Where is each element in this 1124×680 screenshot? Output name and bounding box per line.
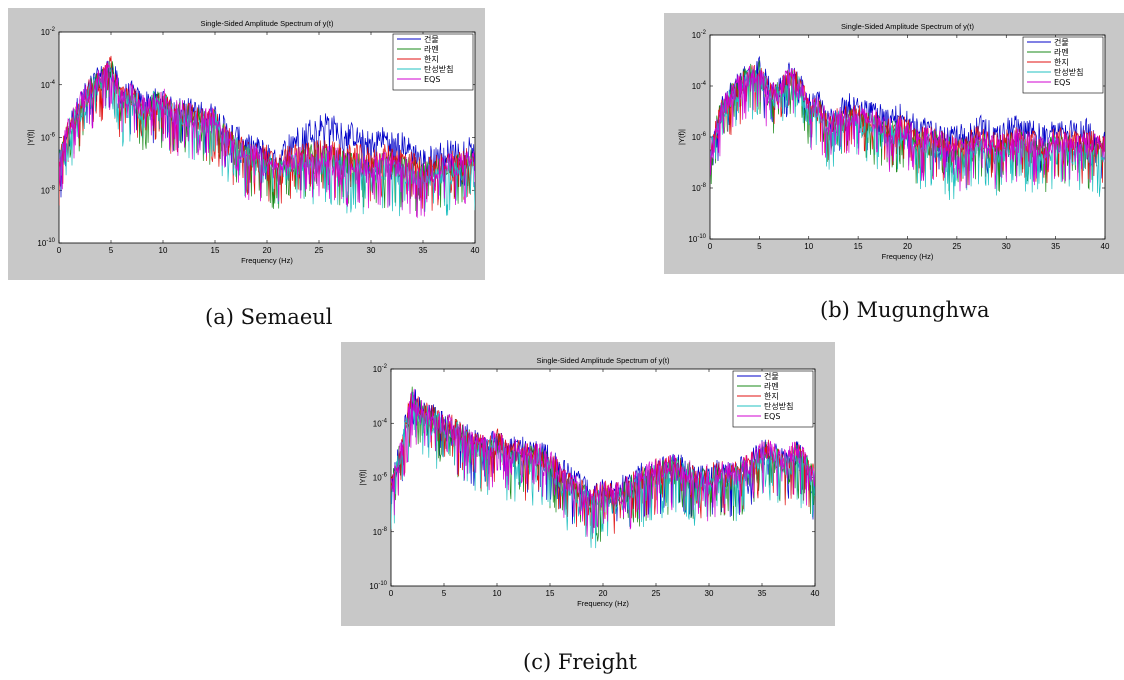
x-tick-label: 0 [57,246,62,255]
series-line [710,65,1105,192]
y-tick-label: 10-8 [41,185,56,195]
y-tick-label: 10-2 [373,364,388,374]
x-tick-label: 20 [903,242,912,251]
x-tick-label: 15 [211,246,220,255]
x-tick-label: 15 [854,242,863,251]
y-tick-label: 10-4 [41,80,56,90]
legend-label: 한지 [1054,58,1069,67]
x-tick-label: 15 [546,589,555,598]
x-tick-label: 35 [419,246,428,255]
chart-mugunghwa: Single-Sided Amplitude Spectrum of y(t) 0… [664,13,1124,274]
y-tick-label: 10-8 [692,183,707,193]
y-tick-label: 10-4 [692,81,707,91]
y-axis-label: |Y(f)| [677,129,686,145]
x-axis-label: Frequency (Hz) [882,252,934,261]
x-tick-label: 25 [652,589,661,598]
series-line [391,388,815,537]
y-tick-label: 10-6 [373,473,388,483]
y-tick-label: 10-4 [373,418,388,428]
x-tick-label: 5 [757,242,762,251]
y-tick-label: 10-10 [688,234,706,244]
x-tick-label: 10 [159,246,168,255]
chart-freight-svg: Single-Sided Amplitude Spectrum of y(t) 0… [358,356,820,608]
legend-label: 탄성받침 [764,401,793,411]
legend-label: 라멘 [424,45,439,54]
x-tick-label: 5 [442,589,447,598]
x-tick-label: 40 [1101,242,1110,251]
caption-freight: (c) Freight [523,650,637,674]
x-axis-label: Frequency (Hz) [577,599,629,608]
chart-semaeul: Single-Sided Amplitude Spectrum of y(t) 0… [8,8,485,280]
chart-title: Single-Sided Amplitude Spectrum of y(t) [841,22,974,31]
x-tick-label: 20 [599,589,608,598]
x-tick-label: 10 [493,589,502,598]
x-tick-label: 35 [1051,242,1060,251]
x-tick-label: 0 [708,242,713,251]
x-tick-label: 5 [109,246,114,255]
chart-title: Single-Sided Amplitude Spectrum of y(t) [201,19,334,28]
legend-label: 건물 [764,371,779,381]
series-line [710,66,1105,201]
x-tick-label: 30 [705,589,714,598]
series-line [59,60,475,219]
chart-mugunghwa-svg: Single-Sided Amplitude Spectrum of y(t) 0… [677,22,1110,261]
legend-label: EQS [424,75,440,84]
x-tick-label: 40 [471,246,480,255]
y-tick-label: 10-2 [692,30,707,40]
x-tick-label: 35 [758,589,767,598]
x-tick-label: 20 [263,246,272,255]
x-tick-label: 25 [952,242,961,251]
y-tick-label: 10-6 [692,132,707,142]
caption-semaeul: (a) Semaeul [205,305,333,329]
x-tick-label: 40 [811,589,820,598]
y-tick-label: 10-10 [369,581,387,591]
legend-label: EQS [1054,78,1070,87]
y-tick-label: 10-6 [41,133,56,143]
chart-freight: Single-Sided Amplitude Spectrum of y(t) 0… [341,342,835,626]
legend-label: 건물 [1054,37,1069,47]
x-tick-label: 30 [367,246,376,255]
legend-label: 라멘 [1054,48,1069,57]
legend-label: 탄성받침 [1054,67,1083,77]
x-tick-label: 10 [804,242,813,251]
y-tick-label: 10-2 [41,27,56,37]
y-axis-label: |Y(f)| [26,129,35,145]
y-axis-label: |Y(f)| [358,469,367,485]
y-tick-label: 10-10 [37,238,55,248]
legend-label: EQS [764,412,780,421]
x-axis-label: Frequency (Hz) [241,256,293,265]
y-tick-label: 10-8 [373,527,388,537]
caption-mugunghwa: (b) Mugunghwa [820,298,990,322]
legend-label: 한지 [764,392,779,401]
chart-title: Single-Sided Amplitude Spectrum of y(t) [537,356,670,365]
legend-label: 라멘 [764,382,779,391]
legend-label: 탄성받침 [424,64,453,74]
series-line [59,60,475,217]
legend-label: 건물 [424,34,439,44]
x-tick-label: 25 [315,246,324,255]
x-tick-label: 0 [389,589,394,598]
chart-semaeul-svg: Single-Sided Amplitude Spectrum of y(t) 0… [26,19,480,265]
x-tick-label: 30 [1002,242,1011,251]
legend-label: 한지 [424,55,439,64]
